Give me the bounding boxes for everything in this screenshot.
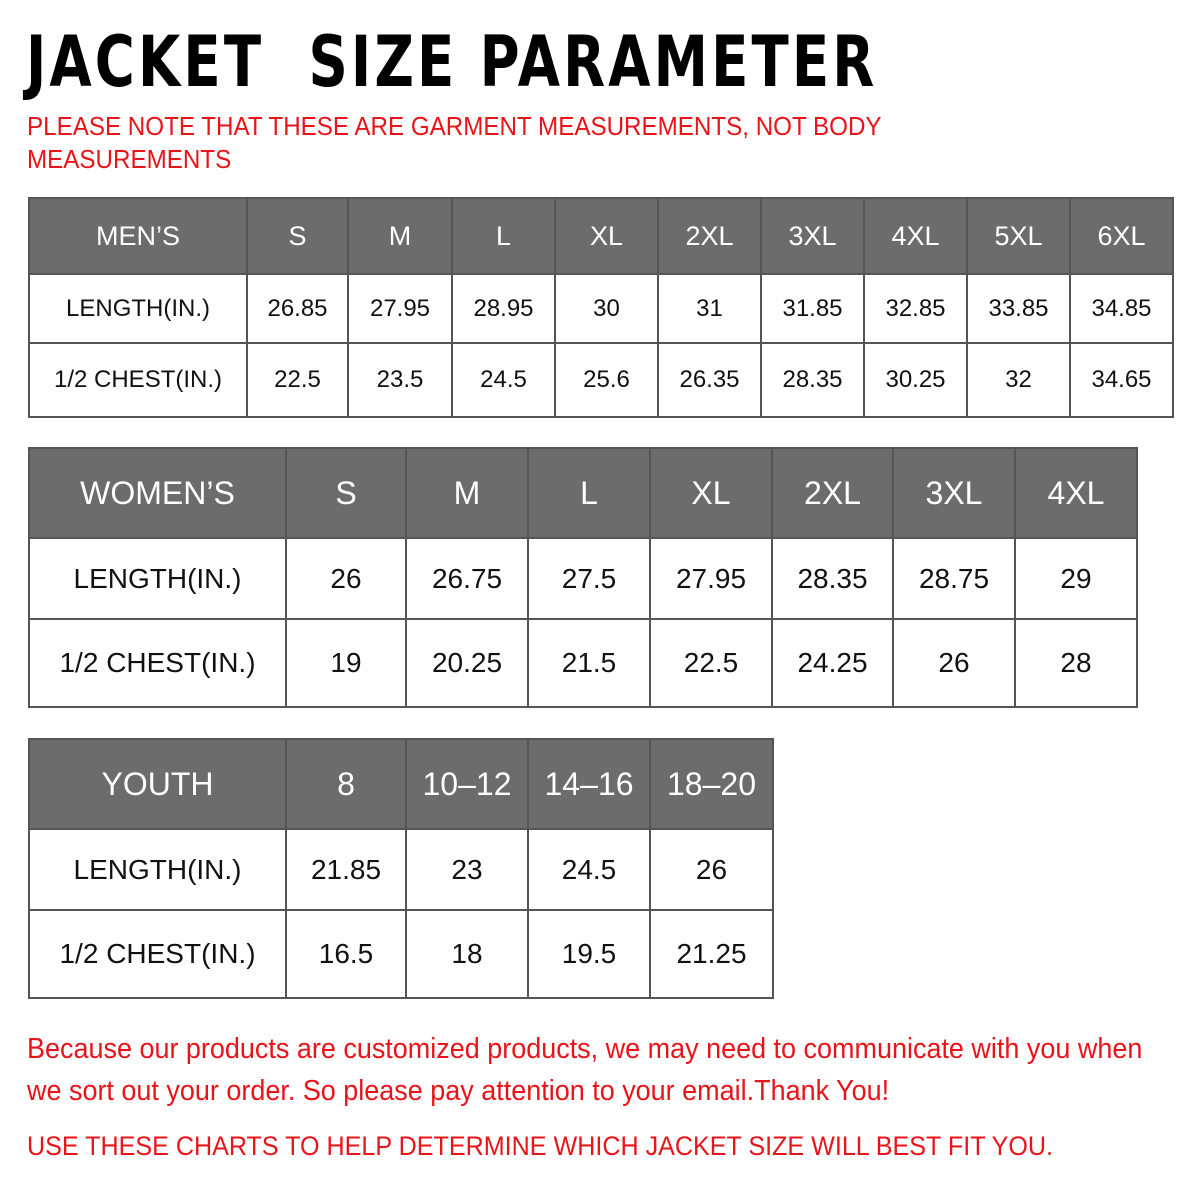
size-header: 10–12 — [405, 738, 529, 830]
measurement-cell: 25.6 — [554, 342, 659, 418]
size-header: M — [347, 197, 453, 275]
measurement-cell: 32 — [966, 342, 1071, 418]
measurement-cell: 28.75 — [892, 537, 1016, 620]
measurement-cell: 22.5 — [246, 342, 349, 418]
measurement-cell: 28.95 — [451, 273, 556, 344]
measurement-cell: 27.5 — [527, 537, 651, 620]
size-header: XL — [554, 197, 659, 275]
size-header: L — [527, 447, 651, 539]
mens-size-table: MEN’S S M L XL 2XL 3XL 4XL 5XL 6XL LENGTH(IN.) 26.8… — [28, 197, 1174, 418]
table-category-label: YOUTH — [28, 738, 287, 830]
row-label: 1/2 CHEST(IN.) — [28, 618, 287, 708]
size-header: 14–16 — [527, 738, 651, 830]
measurement-cell: 26 — [649, 828, 774, 911]
measurement-cell: 24.25 — [771, 618, 894, 708]
measurement-cell: 28 — [1014, 618, 1138, 708]
chest-row: 1/2 CHEST(IN.) 16.5 18 19.5 21.25 — [28, 909, 774, 999]
row-label: LENGTH(IN.) — [28, 828, 287, 911]
header-row: YOUTH 8 10–12 14–16 18–20 — [28, 738, 774, 830]
size-header: M — [405, 447, 529, 539]
measurement-cell: 30 — [554, 273, 659, 344]
size-header: L — [451, 197, 556, 275]
measurement-cell: 29 — [1014, 537, 1138, 620]
table-category-label: MEN’S — [28, 197, 248, 275]
size-header: XL — [649, 447, 773, 539]
size-header: 2XL — [771, 447, 894, 539]
measurement-cell: 27.95 — [347, 273, 453, 344]
measurement-cell: 23 — [405, 828, 529, 911]
measurement-cell: 19 — [285, 618, 407, 708]
size-header: S — [285, 447, 407, 539]
length-row: LENGTH(IN.) 26.85 27.95 28.95 30 31 31.85 32.85… — [28, 273, 1174, 344]
measurement-cell: 18 — [405, 909, 529, 999]
measurement-cell: 23.5 — [347, 342, 453, 418]
size-header: 5XL — [966, 197, 1071, 275]
youth-size-table: YOUTH 8 10–12 14–16 18–20 LENGTH(IN.) 21.85 23 2… — [28, 738, 774, 999]
header-row: WOMEN’S S M L XL 2XL 3XL 4XL — [28, 447, 1138, 539]
size-header: S — [246, 197, 349, 275]
row-label: 1/2 CHEST(IN.) — [28, 342, 248, 418]
size-header: 2XL — [657, 197, 762, 275]
measurement-cell: 28.35 — [760, 342, 865, 418]
chest-row: 1/2 CHEST(IN.) 19 20.25 21.5 22.5 24.25 26 28 — [28, 618, 1138, 708]
customization-message: Because our products are customized prod… — [27, 1033, 1143, 1107]
measurement-cell: 26.35 — [657, 342, 762, 418]
measurement-cell: 34.65 — [1069, 342, 1174, 418]
measurement-cell: 26 — [892, 618, 1016, 708]
fit-advice: USE THESE CHARTS TO HELP DETERMINE WHICH… — [27, 1131, 1054, 1161]
measurement-cell: 34.85 — [1069, 273, 1174, 344]
measurement-cell: 28.35 — [771, 537, 894, 620]
measurement-cell: 26 — [285, 537, 407, 620]
chest-row: 1/2 CHEST(IN.) 22.5 23.5 24.5 25.6 26.35 28.35… — [28, 342, 1174, 418]
size-header: 4XL — [1014, 447, 1138, 539]
size-header: 3XL — [760, 197, 865, 275]
size-header: 4XL — [863, 197, 968, 275]
measurement-cell: 24.5 — [451, 342, 556, 418]
measurement-cell: 24.5 — [527, 828, 651, 911]
measurement-cell: 21.5 — [527, 618, 651, 708]
womens-size-table: WOMEN’S S M L XL 2XL 3XL 4XL LENGTH(IN.) 26 26.75 2… — [28, 447, 1138, 708]
measurement-cell: 19.5 — [527, 909, 651, 999]
measurement-cell: 33.85 — [966, 273, 1071, 344]
measurement-note: PLEASE NOTE THAT THESE ARE GARMENT MEASU… — [27, 111, 882, 174]
measurement-cell: 21.85 — [285, 828, 407, 911]
length-row: LENGTH(IN.) 26 26.75 27.5 27.95 28.35 28.75 29 — [28, 537, 1138, 620]
table-category-label: WOMEN’S — [28, 447, 287, 539]
size-header: 8 — [285, 738, 407, 830]
measurement-cell: 26.85 — [246, 273, 349, 344]
measurement-cell: 27.95 — [649, 537, 773, 620]
measurement-cell: 26.75 — [405, 537, 529, 620]
row-label: LENGTH(IN.) — [28, 273, 248, 344]
measurement-cell: 32.85 — [863, 273, 968, 344]
size-header: 18–20 — [649, 738, 774, 830]
measurement-cell: 20.25 — [405, 618, 529, 708]
header-row: MEN’S S M L XL 2XL 3XL 4XL 5XL 6XL — [28, 197, 1174, 275]
measurement-cell: 16.5 — [285, 909, 407, 999]
size-header: 6XL — [1069, 197, 1174, 275]
row-label: 1/2 CHEST(IN.) — [28, 909, 287, 999]
page-title: JACKET SIZE PARAMETER — [26, 21, 878, 103]
measurement-cell: 21.25 — [649, 909, 774, 999]
measurement-cell: 22.5 — [649, 618, 773, 708]
measurement-cell: 30.25 — [863, 342, 968, 418]
measurement-cell: 31.85 — [760, 273, 865, 344]
size-header: 3XL — [892, 447, 1016, 539]
row-label: LENGTH(IN.) — [28, 537, 287, 620]
measurement-cell: 31 — [657, 273, 762, 344]
length-row: LENGTH(IN.) 21.85 23 24.5 26 — [28, 828, 774, 911]
